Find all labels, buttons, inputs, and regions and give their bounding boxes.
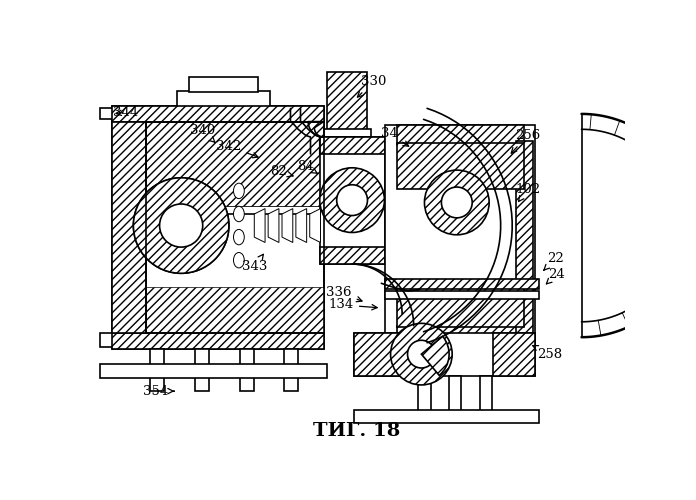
- Circle shape: [159, 204, 203, 247]
- Bar: [150, 349, 164, 391]
- Bar: [112, 334, 324, 349]
- Text: 258: 258: [532, 346, 562, 360]
- Text: 340: 340: [190, 124, 215, 142]
- Circle shape: [337, 184, 367, 216]
- Bar: [354, 334, 401, 376]
- Circle shape: [134, 178, 229, 274]
- Bar: [112, 122, 146, 334]
- Bar: [397, 326, 524, 345]
- Bar: [385, 280, 539, 288]
- Polygon shape: [310, 208, 321, 242]
- Polygon shape: [282, 208, 293, 242]
- Bar: [112, 334, 324, 349]
- Text: 84: 84: [297, 160, 317, 173]
- Bar: [112, 106, 324, 122]
- Bar: [418, 376, 431, 414]
- Bar: [112, 122, 146, 334]
- Bar: [385, 126, 535, 345]
- Bar: [354, 410, 539, 422]
- Bar: [385, 291, 539, 298]
- Polygon shape: [254, 208, 265, 242]
- Ellipse shape: [233, 206, 244, 222]
- Bar: [100, 364, 327, 378]
- Bar: [324, 130, 372, 137]
- Circle shape: [319, 168, 384, 232]
- Text: 34: 34: [381, 126, 409, 146]
- Text: 343: 343: [242, 254, 267, 273]
- Text: 24: 24: [546, 268, 565, 284]
- Text: 336: 336: [326, 286, 362, 302]
- Bar: [100, 334, 116, 347]
- Bar: [195, 349, 209, 391]
- Circle shape: [425, 170, 489, 235]
- Bar: [146, 122, 324, 334]
- Polygon shape: [296, 208, 307, 242]
- Bar: [285, 349, 298, 391]
- Polygon shape: [268, 208, 279, 242]
- Bar: [112, 106, 324, 122]
- Wedge shape: [421, 336, 449, 376]
- Text: 82: 82: [271, 165, 293, 178]
- Bar: [319, 137, 385, 264]
- Bar: [397, 143, 524, 190]
- Bar: [516, 141, 533, 341]
- Bar: [100, 108, 116, 120]
- Text: 344: 344: [113, 106, 139, 119]
- Circle shape: [134, 178, 229, 274]
- Text: ΤИГ. 18: ΤИГ. 18: [313, 422, 400, 440]
- Bar: [146, 122, 324, 206]
- Bar: [480, 376, 492, 414]
- Ellipse shape: [233, 252, 244, 268]
- Bar: [177, 91, 269, 108]
- Circle shape: [441, 187, 472, 218]
- Bar: [327, 72, 367, 133]
- Bar: [146, 206, 324, 214]
- Bar: [397, 287, 524, 327]
- Bar: [239, 349, 253, 391]
- Ellipse shape: [233, 230, 244, 245]
- Bar: [319, 247, 385, 264]
- Bar: [354, 334, 535, 376]
- Text: 102: 102: [515, 183, 540, 202]
- Ellipse shape: [233, 183, 244, 198]
- Text: 330: 330: [358, 75, 386, 97]
- Bar: [189, 77, 258, 92]
- Bar: [449, 376, 461, 414]
- Bar: [319, 137, 385, 154]
- Text: 256: 256: [512, 129, 540, 153]
- Circle shape: [390, 324, 452, 385]
- Text: 354: 354: [143, 384, 174, 398]
- Text: 22: 22: [544, 252, 564, 270]
- Circle shape: [408, 340, 435, 368]
- Bar: [146, 287, 324, 334]
- Text: 134: 134: [329, 298, 377, 312]
- Bar: [397, 126, 524, 144]
- Text: 342: 342: [216, 140, 258, 158]
- Bar: [493, 334, 535, 376]
